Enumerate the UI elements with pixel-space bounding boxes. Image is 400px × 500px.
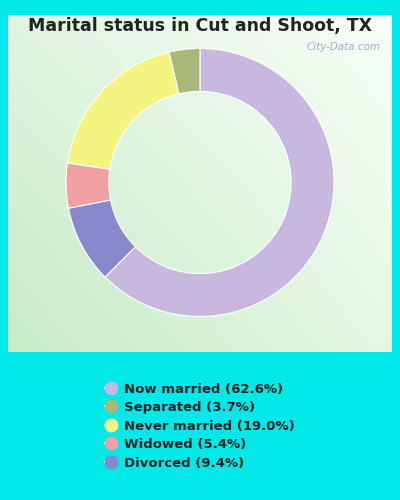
Text: Marital status in Cut and Shoot, TX: Marital status in Cut and Shoot, TX [28, 18, 372, 36]
Wedge shape [68, 200, 136, 277]
Wedge shape [105, 48, 334, 316]
Wedge shape [169, 48, 200, 94]
Legend: Now married (62.6%), Separated (3.7%), Never married (19.0%), Widowed (5.4%), Di: Now married (62.6%), Separated (3.7%), N… [102, 378, 298, 474]
Wedge shape [68, 52, 179, 169]
Wedge shape [66, 163, 110, 208]
Text: City-Data.com: City-Data.com [306, 42, 380, 52]
